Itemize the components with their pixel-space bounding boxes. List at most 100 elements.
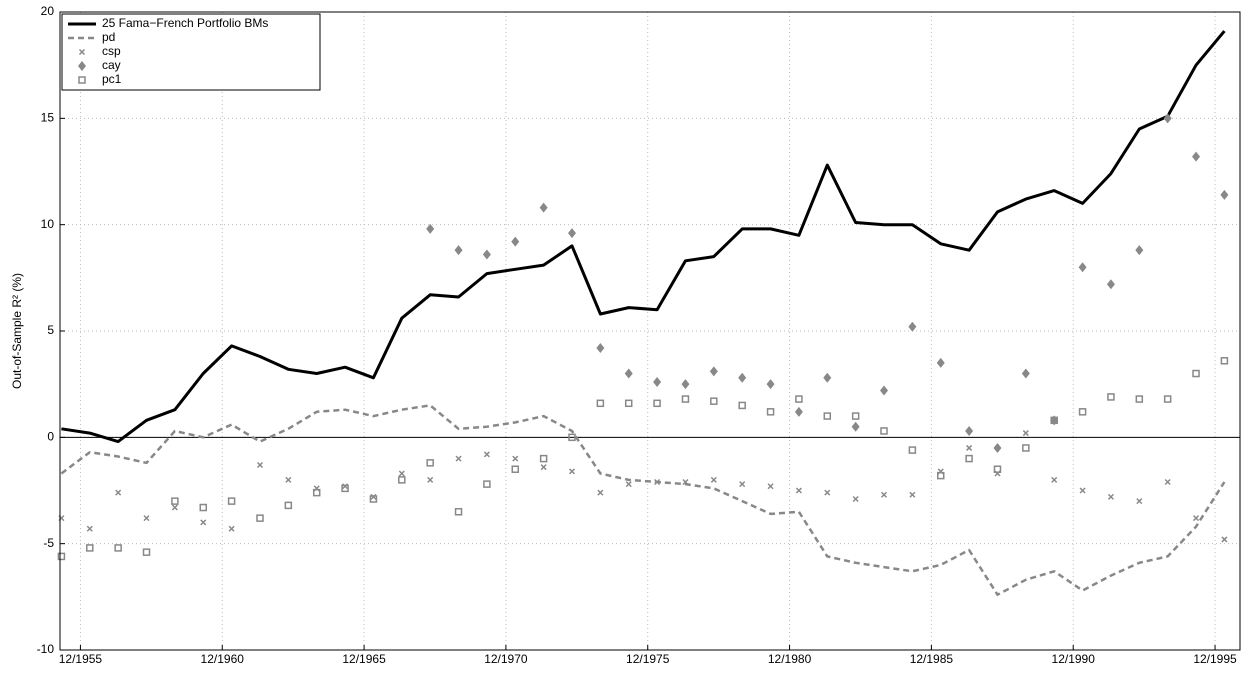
marker-x [512, 455, 519, 462]
marker-x [1136, 498, 1143, 505]
marker-square [284, 501, 293, 510]
marker-x [795, 487, 802, 494]
marker-diamond [1135, 245, 1144, 256]
marker-x [483, 451, 490, 458]
marker-x [597, 489, 604, 496]
marker-square [454, 508, 463, 516]
marker-square [1050, 416, 1058, 425]
marker-square [738, 401, 746, 410]
legend-label: pd [102, 30, 115, 44]
marker-square [57, 552, 66, 561]
x-tick-label: 12/1960 [201, 652, 245, 666]
marker-x [370, 493, 377, 500]
y-tick-label: -5 [43, 536, 54, 550]
marker-square [114, 544, 122, 552]
marker-square [426, 459, 434, 467]
marker-diamond [880, 385, 889, 396]
marker-diamond [1220, 189, 1229, 200]
marker-x [228, 525, 235, 532]
y-tick-label: 20 [41, 4, 55, 18]
marker-x [1079, 487, 1086, 494]
marker-square [766, 408, 775, 416]
marker-square [369, 495, 378, 503]
marker-x [654, 478, 661, 486]
marker-square [710, 397, 718, 405]
marker-square [823, 412, 832, 420]
marker-square [624, 399, 633, 408]
marker-x [78, 48, 86, 56]
marker-square [908, 446, 917, 454]
marker-x [1022, 430, 1029, 437]
marker-x [1192, 515, 1200, 522]
marker-square [653, 399, 661, 408]
y-axis-label: Out-of-Sample R² (%) [10, 273, 24, 389]
legend-label: 25 Fama−French Portfolio BMs [102, 16, 268, 30]
x-tick-label: 12/1985 [910, 652, 954, 666]
marker-x [200, 519, 207, 526]
marker-square [681, 395, 690, 403]
marker-square [312, 488, 321, 497]
marker-x [852, 495, 859, 503]
marker-diamond [454, 245, 463, 256]
marker-x [880, 491, 888, 498]
marker-x [568, 468, 576, 475]
marker-square [795, 395, 803, 403]
marker-square [511, 465, 520, 473]
marker-square [936, 471, 945, 480]
marker-square [86, 544, 94, 552]
marker-diamond [596, 343, 605, 354]
marker-x [143, 515, 150, 522]
legend-label: pc1 [102, 72, 122, 86]
marker-diamond [539, 202, 548, 213]
legend-label: cay [102, 58, 121, 72]
marker-diamond [1021, 368, 1030, 379]
marker-diamond [993, 442, 1002, 453]
y-tick-label: 5 [47, 323, 54, 337]
x-tick-label: 12/1975 [626, 652, 670, 666]
marker-square [227, 497, 236, 505]
marker-diamond [624, 368, 633, 379]
y-tick-label: 15 [41, 111, 55, 125]
marker-x [1051, 476, 1058, 483]
marker-x [427, 476, 434, 483]
y-tick-label: 0 [47, 430, 54, 444]
marker-square [483, 480, 491, 488]
marker-x [682, 478, 689, 486]
marker-square [1107, 393, 1115, 401]
marker-square [539, 454, 548, 463]
marker-square [596, 399, 605, 408]
marker-diamond [1078, 262, 1087, 273]
marker-diamond [936, 357, 945, 368]
y-tick-label: 10 [41, 217, 55, 231]
marker-square [78, 76, 86, 84]
marker-square [1163, 395, 1172, 403]
x-tick-label: 12/1965 [342, 652, 386, 666]
series-line [60, 404, 1226, 596]
marker-diamond [567, 228, 576, 239]
x-tick-label: 12/1955 [59, 652, 103, 666]
marker-x [256, 461, 264, 469]
marker-square [199, 503, 207, 512]
marker-square [880, 427, 888, 435]
marker-square [341, 484, 349, 493]
marker-x [1107, 493, 1114, 500]
marker-square [851, 412, 860, 420]
marker-square [142, 548, 151, 556]
marker-x [115, 489, 122, 496]
marker-x [710, 476, 717, 483]
marker-x [767, 483, 774, 490]
marker-square [171, 497, 179, 505]
x-tick-label: 12/1990 [1052, 652, 1096, 666]
marker-x [909, 491, 916, 498]
marker-square [1022, 444, 1030, 452]
marker-x [1164, 478, 1171, 486]
marker-diamond [1163, 113, 1172, 124]
marker-square [568, 433, 576, 442]
marker-diamond [965, 425, 974, 436]
marker-diamond [681, 379, 690, 390]
marker-x [342, 483, 349, 490]
marker-diamond [794, 406, 803, 417]
legend-box [61, 13, 321, 91]
